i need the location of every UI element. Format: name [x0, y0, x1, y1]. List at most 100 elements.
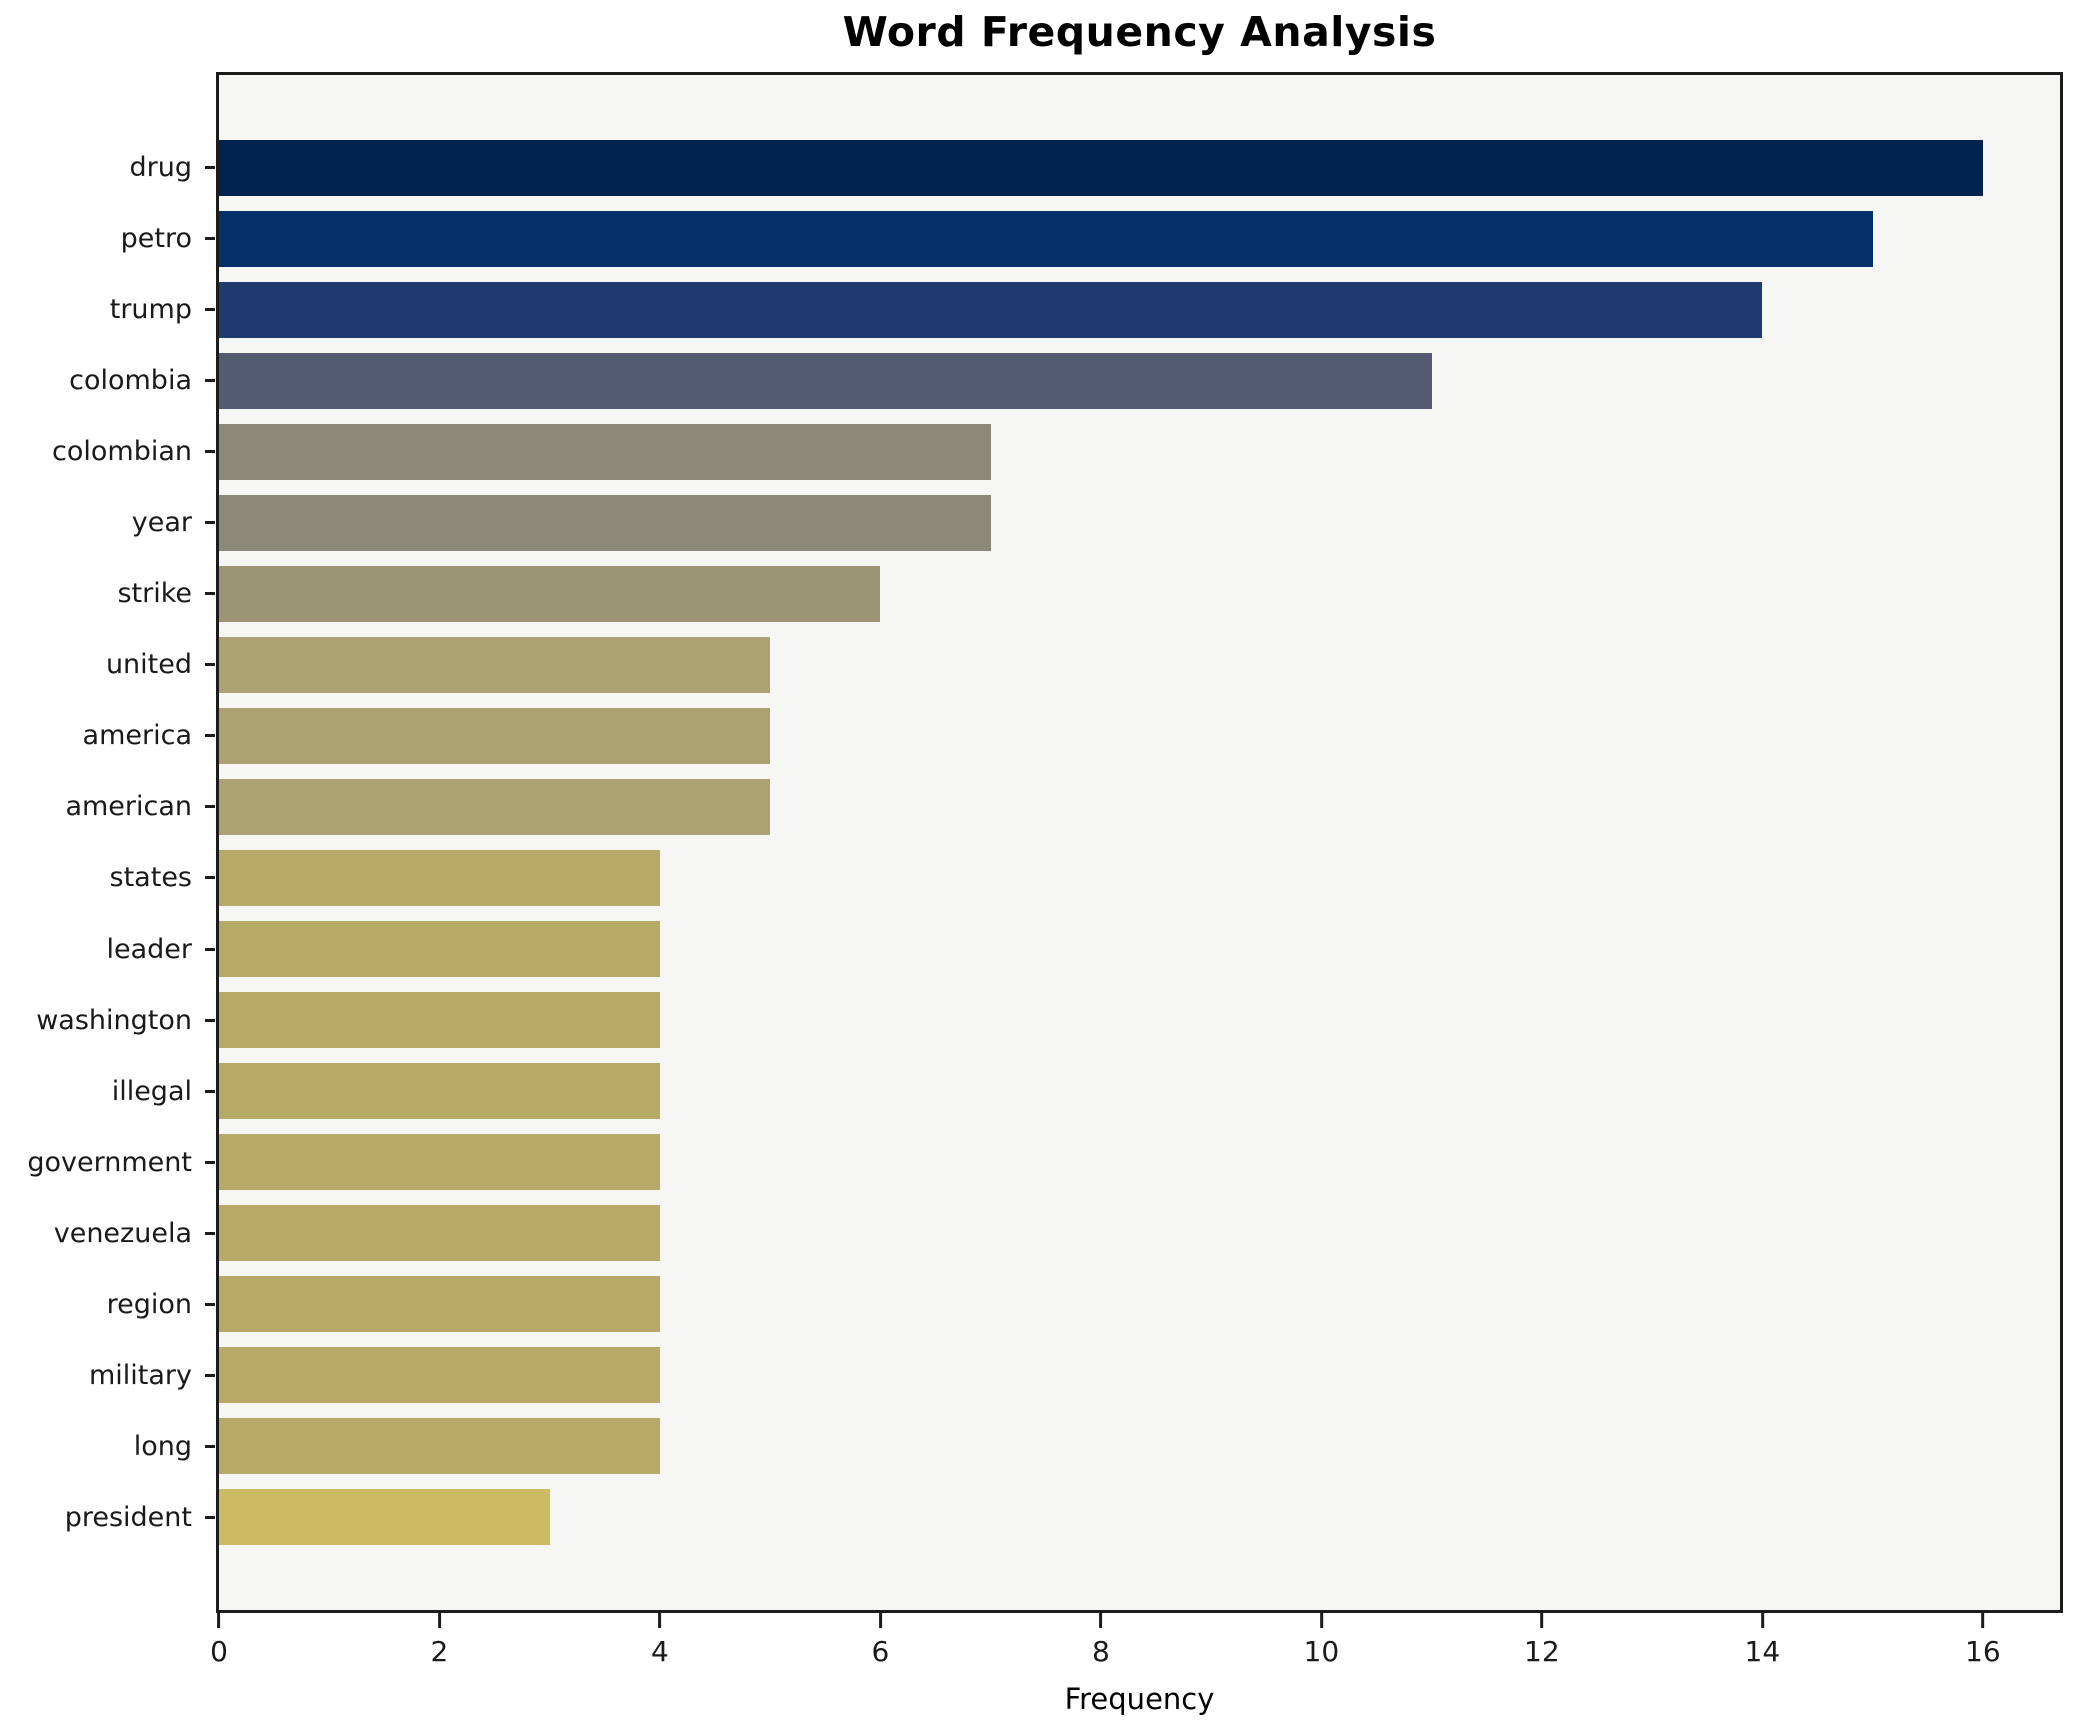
- y-tick-label-government: government: [27, 1146, 192, 1178]
- y-tick-mark: [205, 1018, 215, 1022]
- bar-row-military: military: [89, 1340, 2060, 1411]
- y-tick-mark: [205, 805, 215, 809]
- y-tick-label-american: american: [65, 791, 192, 823]
- bar-washington: [219, 992, 660, 1049]
- x-tick-mark: [217, 1613, 221, 1628]
- bar-colombia: [219, 352, 1432, 409]
- x-tick-label-6: 6: [871, 1635, 890, 1668]
- bar-row-colombian: colombian: [52, 416, 2060, 487]
- bar-trump: [219, 281, 1763, 338]
- bar-president: [219, 1489, 550, 1546]
- x-tick-label-12: 12: [1524, 1635, 1560, 1668]
- x-tick-label-16: 16: [1965, 1635, 2001, 1668]
- y-tick-mark: [205, 1302, 215, 1306]
- bar-row-government: government: [27, 1127, 2060, 1198]
- y-tick-label-military: military: [88, 1359, 192, 1391]
- bar-row-leader: leader: [106, 914, 2060, 985]
- y-tick-label-year: year: [131, 507, 192, 539]
- y-tick-mark: [205, 734, 215, 738]
- y-tick-label-illegal: illegal: [111, 1075, 192, 1107]
- x-tick-mark: [1760, 1613, 1764, 1628]
- y-tick-mark: [205, 379, 215, 383]
- bar-row-strike: strike: [117, 558, 2060, 629]
- y-tick-label-drug: drug: [129, 152, 193, 184]
- y-tick-mark: [205, 1373, 215, 1377]
- x-tick-label-14: 14: [1744, 1635, 1781, 1668]
- y-tick-mark: [205, 876, 215, 880]
- y-tick-label-petro: petro: [120, 223, 192, 255]
- plot-area: drug petro trump colombia colombian year strik…: [27, 72, 2063, 1666]
- x-tick-6: 6: [871, 1610, 890, 1668]
- bar-america: [219, 707, 771, 764]
- bar-petro: [219, 210, 1873, 267]
- y-tick-mark: [205, 663, 215, 667]
- y-tick-mark: [205, 450, 215, 454]
- y-tick-mark: [205, 166, 215, 170]
- bar-states: [219, 849, 660, 906]
- y-tick-label-strike: strike: [117, 578, 192, 610]
- x-tick-mark: [1981, 1613, 1985, 1628]
- bar-government: [219, 1134, 660, 1191]
- x-tick-label-10: 10: [1303, 1635, 1340, 1668]
- bar-row-venezuela: venezuela: [54, 1198, 2060, 1269]
- bar-year: [219, 494, 991, 551]
- y-tick-mark: [205, 308, 215, 312]
- x-tick-12: 12: [1524, 1610, 1560, 1666]
- x-tick-8: 8: [1092, 1610, 1110, 1666]
- bar-row-illegal: illegal: [112, 1056, 2060, 1127]
- x-tick-mark: [437, 1613, 441, 1628]
- y-tick-label-america: america: [82, 720, 192, 752]
- x-tick-label-4: 4: [651, 1635, 669, 1668]
- y-tick-mark: [205, 1160, 215, 1164]
- bar-leader: [219, 921, 660, 978]
- bar-region: [219, 1276, 660, 1333]
- y-tick-label-washington: washington: [36, 1004, 192, 1036]
- bar-row-year: year: [132, 487, 2060, 558]
- bar-venezuela: [219, 1205, 660, 1262]
- bar-row-region: region: [107, 1269, 2060, 1340]
- y-tick-label-colombia: colombia: [69, 365, 192, 397]
- x-tick-label-2: 2: [430, 1635, 449, 1668]
- bar-illegal: [219, 1063, 660, 1120]
- bar-row-petro: petro: [121, 203, 2060, 274]
- y-tick-mark: [205, 592, 215, 596]
- y-tick-label-colombian: colombian: [52, 436, 192, 468]
- y-tick-label-trump: trump: [109, 294, 192, 326]
- y-tick-label-venezuela: venezuela: [53, 1217, 192, 1249]
- y-tick-label-leader: leader: [106, 933, 192, 965]
- y-tick-label-united: united: [105, 649, 192, 681]
- bar-military: [219, 1347, 660, 1404]
- bar-colombian: [219, 423, 991, 480]
- x-tick-0: 0: [210, 1610, 228, 1666]
- bar-united: [219, 636, 771, 693]
- y-tick-mark: [205, 1231, 215, 1235]
- x-tick-10: 10: [1303, 1610, 1340, 1668]
- x-tick-mark: [1099, 1613, 1103, 1628]
- y-tick-mark: [205, 521, 215, 525]
- y-tick-label-long: long: [133, 1430, 192, 1462]
- bar-row-united: united: [106, 629, 2060, 700]
- x-axis-title: Frequency: [1064, 1682, 1215, 1716]
- bars-area: drug petro trump colombia colombian year strik…: [27, 75, 2060, 1610]
- y-tick-mark: [205, 1444, 215, 1448]
- x-tick-mark: [878, 1613, 882, 1628]
- chart-title: Word Frequency Analysis: [842, 8, 1437, 56]
- x-tick-mark: [1319, 1613, 1323, 1628]
- x-tick-2: 2: [430, 1610, 449, 1668]
- y-tick-label-president: president: [64, 1501, 192, 1533]
- bar-row-american: american: [65, 771, 2060, 842]
- bar-row-president: president: [65, 1482, 2060, 1553]
- x-tick-16: 16: [1965, 1610, 2001, 1666]
- bar-row-long: long: [134, 1411, 2060, 1482]
- x-tick-4: 4: [651, 1610, 669, 1666]
- y-tick-mark: [205, 1089, 215, 1093]
- bar-american: [219, 778, 771, 835]
- x-tick-mark: [658, 1613, 662, 1628]
- bar-drug: [219, 139, 1983, 196]
- x-tick-label-0: 0: [210, 1635, 228, 1668]
- bar-row-states: states: [110, 842, 2060, 913]
- y-tick-label-states: states: [109, 862, 192, 894]
- bar-long: [219, 1418, 660, 1475]
- y-tick-label-region: region: [106, 1288, 192, 1320]
